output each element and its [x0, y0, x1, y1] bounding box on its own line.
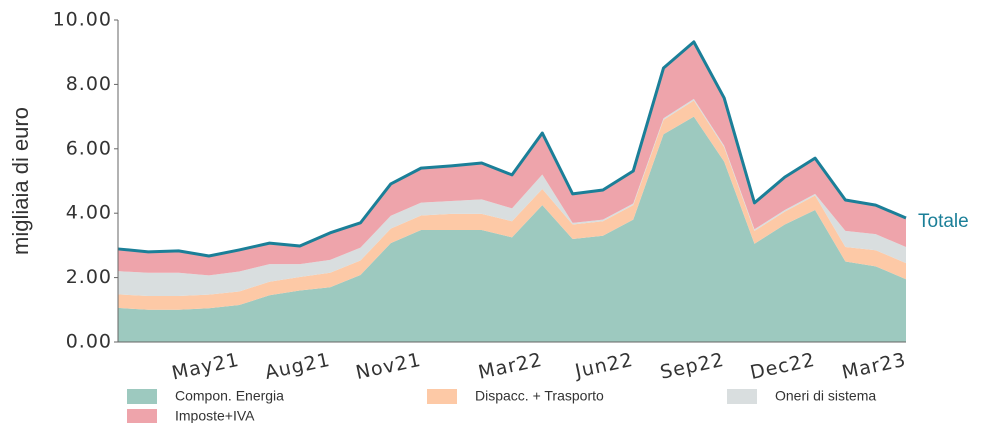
y-tick-label: 6.00: [66, 137, 112, 159]
legend-label: Compon. Energia: [175, 388, 284, 404]
x-tick-label: Nov21: [354, 349, 423, 384]
y-tick-label: 0.00: [66, 331, 112, 353]
legend-label: Imposte+IVA: [175, 408, 255, 423]
area: [118, 41, 906, 276]
x-tick-label: Mar22: [476, 349, 544, 384]
legend-swatch: [427, 389, 457, 404]
x-tick-label: Dec22: [748, 349, 817, 384]
y-tick-label: 4.00: [66, 202, 112, 224]
x-tick-label: May21: [170, 349, 242, 385]
legend-swatch: [127, 389, 157, 404]
total-label: Totale: [918, 211, 969, 232]
legend-swatch: [727, 389, 757, 404]
x-tick-label: Sep22: [658, 349, 726, 384]
y-tick-label: 2.00: [66, 266, 112, 288]
area: [118, 116, 906, 342]
x-tick-label: Aug21: [263, 349, 332, 384]
y-axis-label: migliaia di euro: [8, 107, 33, 255]
y-tick-label: 10.00: [53, 9, 112, 31]
area: [118, 98, 906, 296]
legend-swatch: [127, 409, 157, 423]
x-tick-label: Mar23: [840, 349, 908, 384]
total-line: [117, 40, 907, 258]
y-tick-label: 8.00: [66, 73, 112, 95]
legend-label: Dispacc. + Trasporto: [475, 388, 604, 404]
x-tick-label: Jun22: [572, 349, 635, 383]
legend-label: Oneri di sistema: [775, 388, 876, 404]
